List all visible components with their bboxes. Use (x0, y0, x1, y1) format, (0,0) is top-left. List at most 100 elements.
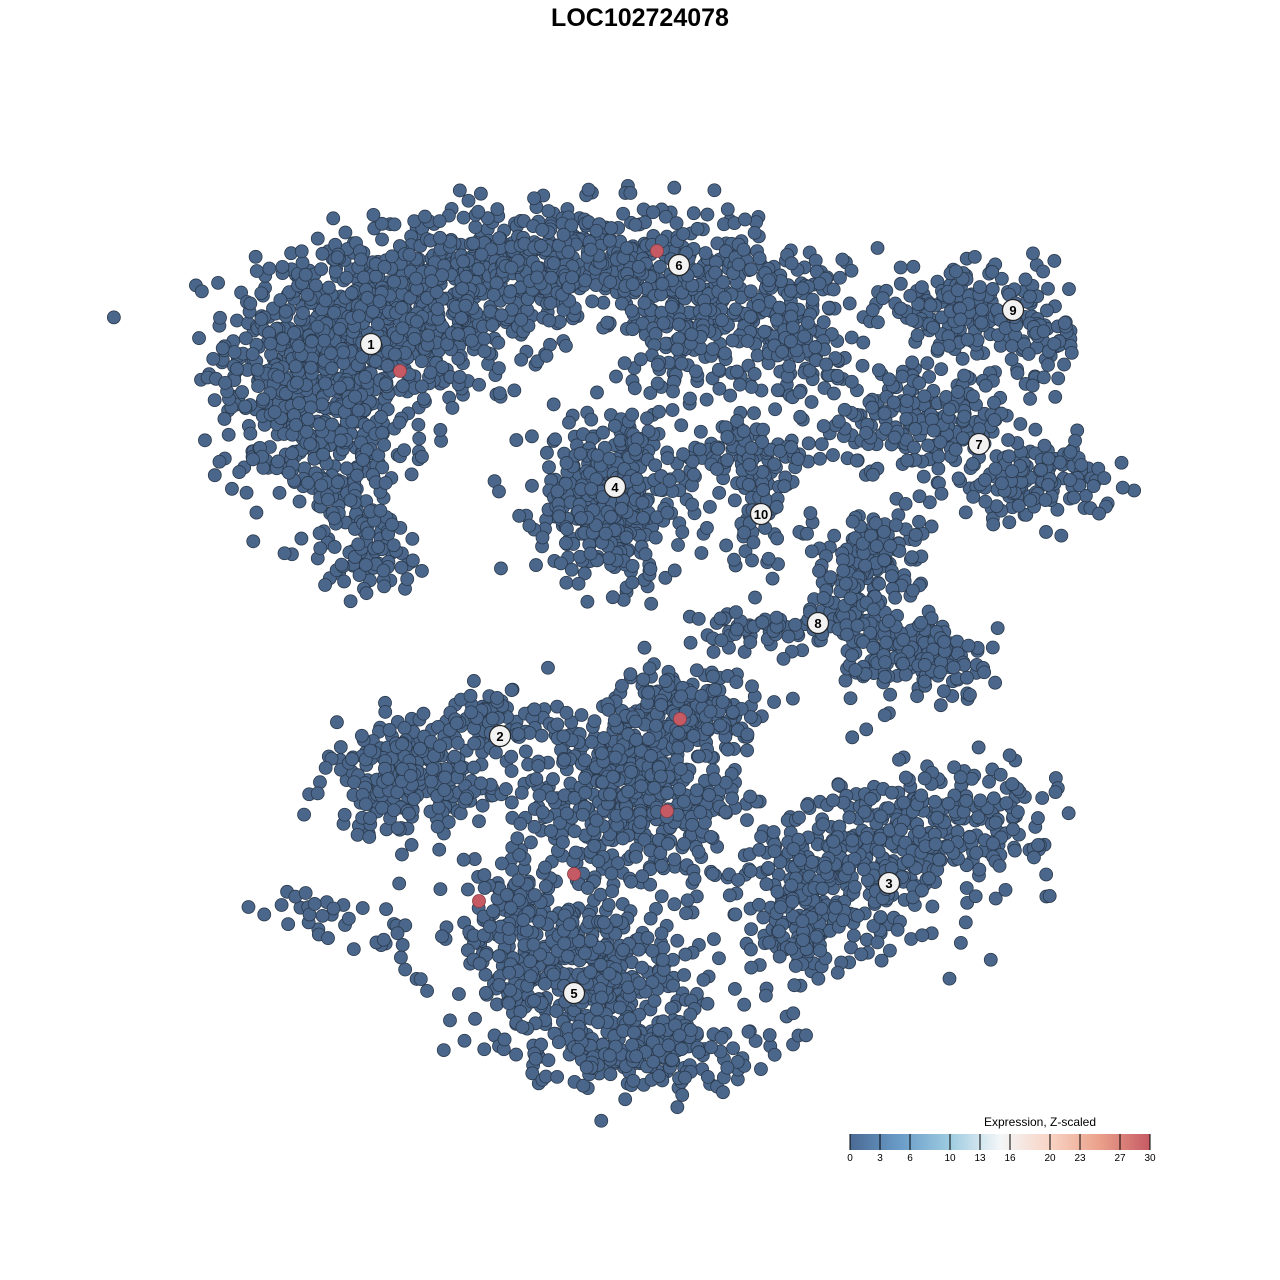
data-point (676, 447, 690, 462)
data-point (571, 576, 586, 591)
data-point (432, 842, 447, 857)
data-point (375, 232, 389, 247)
data-point (1092, 506, 1106, 521)
data-point (931, 449, 946, 464)
data-point (877, 406, 892, 421)
data-point (667, 563, 682, 578)
data-point (866, 602, 881, 617)
data-point (411, 417, 426, 432)
data-point (211, 275, 225, 290)
data-point (251, 379, 266, 393)
data-point (671, 538, 685, 552)
data-point (887, 430, 902, 445)
data-point (287, 325, 302, 340)
data-point (846, 928, 861, 943)
data-point (362, 830, 377, 844)
data-point (351, 537, 366, 552)
data-point (609, 369, 623, 384)
data-point (600, 315, 615, 330)
data-point (249, 264, 264, 278)
data-point (360, 290, 375, 305)
data-point (559, 536, 573, 550)
data-point (363, 811, 377, 825)
data-point (859, 722, 874, 737)
data-point (405, 531, 420, 546)
data-point (346, 942, 361, 957)
data-point (425, 762, 440, 777)
data-point (494, 308, 509, 323)
data-point (870, 241, 885, 255)
data-point (905, 550, 919, 565)
data-point (898, 770, 913, 785)
data-point (1051, 371, 1066, 386)
data-point (321, 280, 336, 295)
data-point (562, 415, 576, 430)
data-point (729, 605, 743, 620)
data-point (1005, 339, 1019, 354)
data-point (684, 327, 699, 342)
data-point (1002, 515, 1017, 530)
data-point (561, 245, 576, 259)
data-point (786, 320, 800, 335)
data-point (858, 558, 873, 573)
data-point (1048, 785, 1063, 800)
data-point (955, 431, 970, 446)
data-point (971, 740, 986, 755)
data-point (326, 901, 341, 916)
data-point (456, 254, 471, 269)
data-point (400, 572, 415, 586)
data-point (768, 402, 783, 417)
data-point (670, 933, 685, 948)
data-point (854, 947, 869, 962)
data-point (797, 329, 812, 344)
data-point (375, 425, 390, 440)
data-point (215, 341, 230, 356)
data-point (888, 518, 903, 533)
data-point (628, 218, 643, 232)
data-point (468, 220, 483, 235)
data-point (974, 315, 989, 330)
data-point (343, 594, 358, 609)
data-point (584, 412, 599, 427)
data-point (397, 443, 412, 458)
data-point (812, 564, 826, 578)
data-point (581, 182, 596, 197)
data-point (1013, 417, 1028, 431)
data-point (459, 269, 473, 284)
data-point (730, 622, 744, 637)
data-point (699, 392, 714, 407)
data-point (375, 800, 389, 815)
data-point (777, 479, 792, 494)
data-point (617, 356, 632, 371)
data-point (327, 511, 342, 526)
data-point (917, 674, 932, 689)
data-point (720, 453, 735, 468)
data-point (660, 505, 675, 520)
data-point (707, 183, 722, 198)
data-point (983, 952, 998, 967)
data-point (276, 332, 290, 346)
data-point (379, 902, 393, 917)
data-point (239, 485, 254, 500)
data-point (653, 483, 668, 497)
data-point (847, 879, 862, 894)
data-point (523, 969, 538, 984)
data-point (982, 774, 996, 789)
data-point (728, 302, 743, 317)
data-point (445, 401, 460, 415)
data-point (409, 314, 424, 329)
data-point (1006, 822, 1020, 837)
data-point (387, 274, 401, 289)
data-point (1037, 438, 1052, 453)
data-point (432, 214, 447, 228)
data-point (899, 394, 914, 408)
data-point (648, 530, 663, 545)
data-point (542, 460, 556, 475)
data-point (906, 259, 921, 274)
data-point (491, 361, 506, 376)
data-point (643, 562, 658, 576)
data-point (625, 559, 640, 573)
data-point (324, 361, 339, 376)
data-point (1031, 811, 1045, 825)
data-point (602, 551, 616, 566)
